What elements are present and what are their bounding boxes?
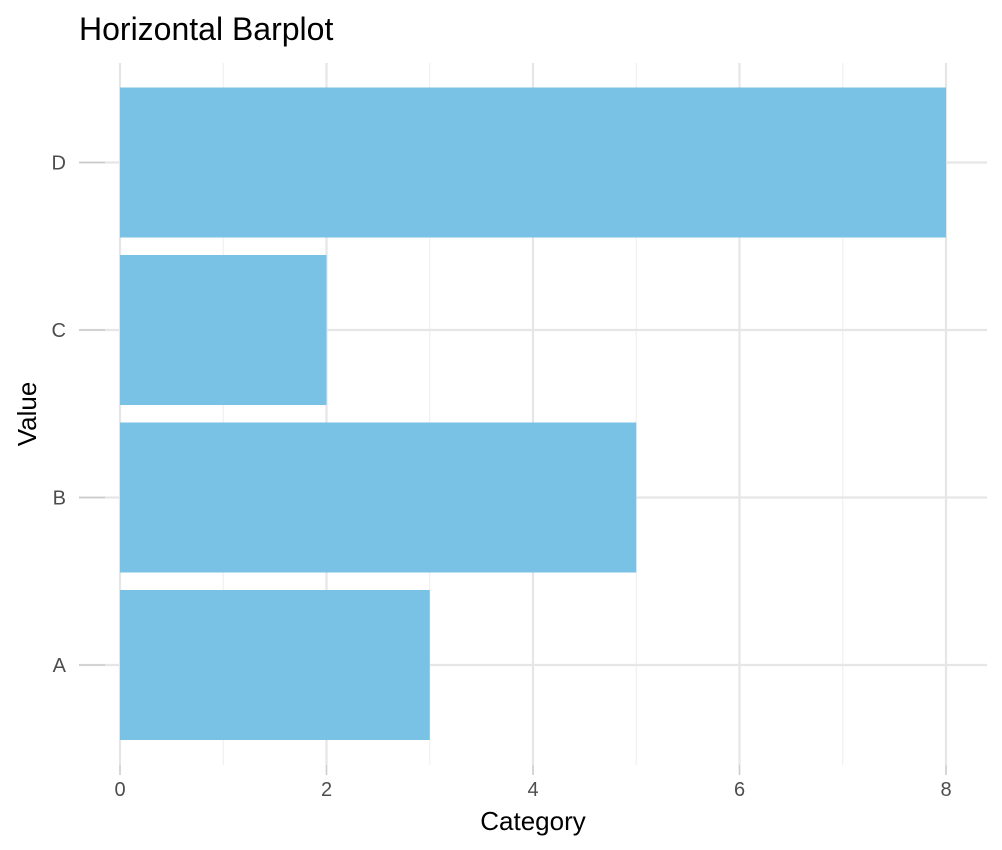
y-tick-label: A bbox=[53, 655, 67, 677]
bar-d bbox=[120, 87, 946, 238]
y-tick-label: D bbox=[52, 153, 66, 175]
bar-b bbox=[120, 422, 637, 573]
bar-c bbox=[120, 255, 327, 405]
x-tick-label: 8 bbox=[940, 779, 951, 801]
chart-title: Horizontal Barplot bbox=[79, 11, 333, 47]
x-tick-label: 4 bbox=[527, 779, 538, 801]
y-tick-label: C bbox=[52, 320, 66, 342]
x-axis-title: Category bbox=[480, 806, 586, 836]
y-tick-label: B bbox=[53, 488, 66, 510]
x-tick-label: 6 bbox=[734, 779, 745, 801]
x-axis-ticks: 0 2 4 6 8 bbox=[114, 765, 952, 801]
bar-a bbox=[120, 590, 430, 740]
y-axis-ticks: A B C D bbox=[52, 153, 105, 677]
x-tick-label: 2 bbox=[321, 779, 332, 801]
y-axis-title: Value bbox=[12, 382, 42, 447]
x-tick-label: 0 bbox=[114, 779, 125, 801]
bars bbox=[120, 87, 946, 740]
